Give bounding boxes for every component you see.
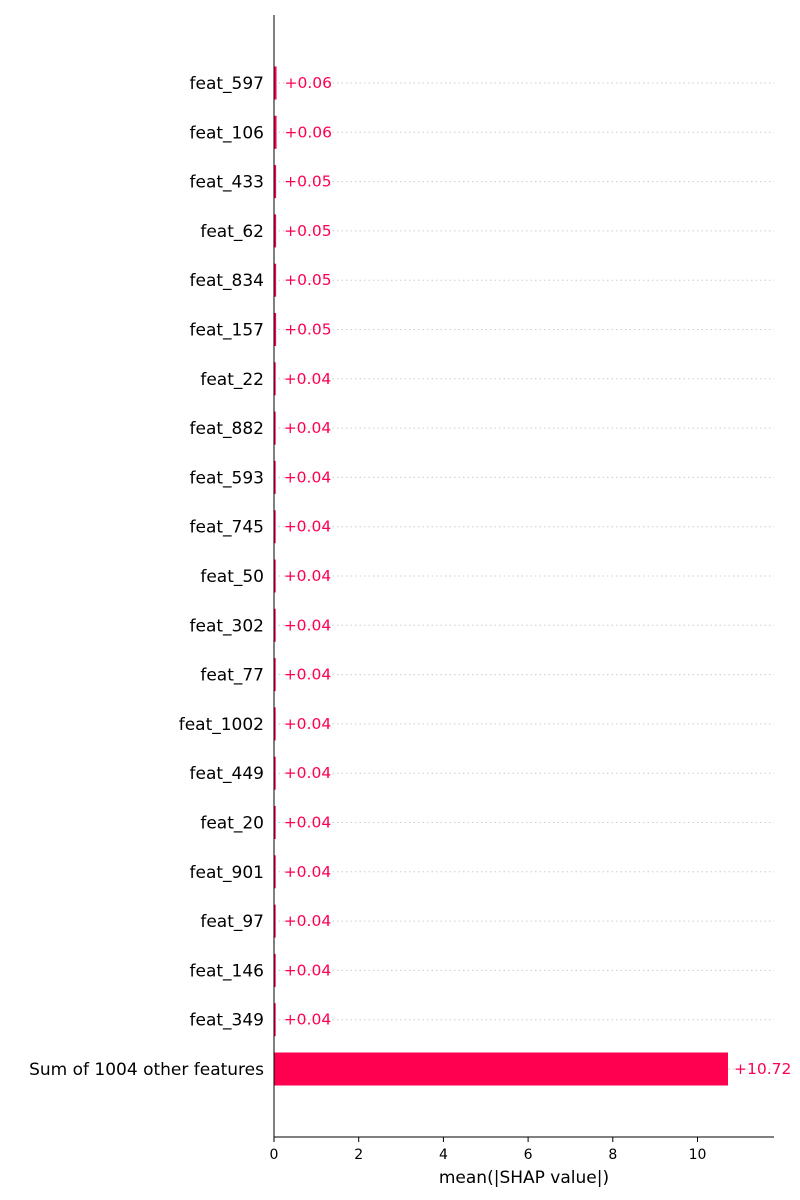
bar bbox=[274, 165, 277, 199]
bar bbox=[274, 411, 276, 445]
value-label: +0.04 bbox=[284, 666, 332, 684]
category-label: feat_157 bbox=[190, 321, 264, 341]
bar bbox=[274, 756, 276, 790]
bar bbox=[274, 953, 276, 987]
category-label: feat_77 bbox=[200, 666, 264, 686]
value-labels: +0.06 +0.06 +0.05 +0.05 +0.05 +0.05 +0.04 +0.04… bbox=[284, 74, 792, 1078]
value-label: +0.05 bbox=[284, 222, 332, 240]
category-label: feat_97 bbox=[200, 912, 264, 932]
bar bbox=[274, 313, 277, 346]
x-tick-label: 10 bbox=[689, 1147, 707, 1163]
category-labels: feat_597 feat_106 feat_433 feat_62 feat_834f… bbox=[29, 74, 264, 1080]
bar bbox=[274, 460, 276, 494]
bar bbox=[274, 66, 277, 100]
category-label: feat_449 bbox=[190, 764, 264, 784]
value-label: +0.06 bbox=[285, 74, 333, 92]
value-label: +0.04 bbox=[284, 1011, 332, 1029]
grid-lines bbox=[274, 82, 774, 1070]
value-label: +0.04 bbox=[284, 370, 332, 388]
x-tick-label: 4 bbox=[439, 1147, 448, 1163]
bar bbox=[274, 855, 276, 889]
value-label: +0.04 bbox=[284, 616, 332, 634]
value-label: +0.04 bbox=[284, 518, 332, 536]
category-label: Sum of 1004 other features bbox=[29, 1060, 264, 1080]
value-label: +0.05 bbox=[284, 271, 332, 289]
value-label: +0.06 bbox=[285, 123, 333, 141]
value-label: +0.04 bbox=[284, 419, 332, 437]
x-ticks: 0 2 4 6 8 10 bbox=[270, 1137, 707, 1163]
bar bbox=[274, 806, 276, 839]
bar bbox=[274, 510, 276, 544]
bar bbox=[274, 214, 277, 248]
value-label: +0.04 bbox=[284, 567, 332, 585]
bar bbox=[274, 707, 276, 741]
category-label: feat_597 bbox=[190, 74, 264, 94]
bar bbox=[274, 559, 276, 593]
x-tick-label: 0 bbox=[270, 1147, 279, 1163]
value-label: +0.04 bbox=[284, 863, 332, 881]
value-label: +0.04 bbox=[284, 912, 332, 930]
category-label: feat_62 bbox=[200, 222, 264, 242]
category-label: feat_349 bbox=[190, 1011, 264, 1031]
category-label: feat_433 bbox=[190, 173, 264, 193]
value-label: +0.05 bbox=[284, 173, 332, 191]
value-label: +10.72 bbox=[734, 1060, 791, 1078]
category-label: feat_593 bbox=[190, 468, 264, 488]
category-label: feat_302 bbox=[190, 616, 264, 636]
category-label: feat_106 bbox=[190, 123, 264, 143]
category-label: feat_50 bbox=[200, 567, 264, 587]
x-tick-label: 6 bbox=[524, 1147, 533, 1163]
category-label: feat_20 bbox=[200, 814, 264, 834]
category-label: feat_882 bbox=[190, 419, 264, 439]
category-label: feat_834 bbox=[190, 271, 264, 291]
x-tick-label: 2 bbox=[354, 1147, 363, 1163]
category-label: feat_146 bbox=[190, 961, 264, 981]
bar bbox=[274, 1003, 276, 1037]
value-label: +0.04 bbox=[284, 764, 332, 782]
bar bbox=[274, 658, 276, 692]
bar bbox=[274, 115, 277, 149]
x-axis-title: mean(|SHAP value|) bbox=[439, 1168, 609, 1188]
category-label: feat_1002 bbox=[179, 715, 264, 735]
bar bbox=[274, 362, 276, 396]
x-tick-label: 8 bbox=[608, 1147, 617, 1163]
category-label: feat_22 bbox=[200, 370, 264, 390]
bar bbox=[274, 263, 277, 297]
category-label: feat_901 bbox=[190, 863, 264, 883]
value-label: +0.04 bbox=[284, 715, 332, 733]
category-label: feat_745 bbox=[190, 518, 264, 538]
bars bbox=[274, 66, 728, 1086]
bar bbox=[274, 608, 276, 642]
value-label: +0.04 bbox=[284, 814, 332, 832]
bar bbox=[274, 904, 276, 938]
value-label: +0.04 bbox=[284, 961, 332, 979]
value-label: +0.05 bbox=[284, 321, 332, 339]
bar bbox=[274, 1052, 728, 1086]
value-label: +0.04 bbox=[284, 468, 332, 486]
